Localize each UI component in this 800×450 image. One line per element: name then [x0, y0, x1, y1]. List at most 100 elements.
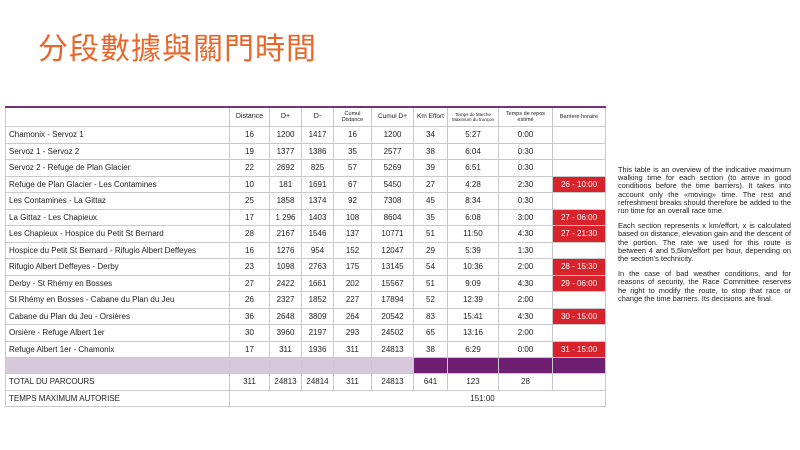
section-name: La Gittaz - Les Chapieux	[5, 208, 230, 226]
distance-cell: 17	[229, 208, 270, 226]
distance-cell: 10	[229, 175, 270, 193]
temps-marche-cell: 9:09	[447, 274, 499, 292]
table-row: La Gittaz - Les Chapieux 17 1 296 1403 108 86…	[5, 208, 606, 226]
table-row: Servoz 2 - Refuge de Plan Glacier 22 2692 8…	[5, 159, 606, 177]
barrier-cell: 31 - 15:00	[552, 340, 606, 358]
section-name: Derby - St Rhémy en Bosses	[5, 274, 230, 292]
total-cumul-distance: 311	[333, 373, 372, 391]
distance-cell: 19	[229, 142, 270, 160]
temps-repos-cell: 3:00	[498, 208, 553, 226]
separator-cell	[269, 357, 302, 374]
section-name: Orsière - Refuge Albert 1er	[5, 324, 230, 342]
header-section	[5, 106, 230, 127]
separator-cell	[413, 357, 448, 374]
section-name: Chamonix - Servoz 1	[5, 126, 230, 144]
temps-marche-cell: 10:36	[447, 258, 499, 276]
cumul-distance-cell: 92	[333, 192, 372, 210]
cumul-dplus-cell: 2577	[371, 142, 414, 160]
section-name: Cabane du Plan du Jeu - Orsières	[5, 307, 230, 325]
barrier-cell: 29 - 06:00	[552, 274, 606, 292]
separator-cell	[447, 357, 499, 374]
barrier-cell: 28 - 15:30	[552, 258, 606, 276]
header-cumul-distance: Cumul Distance	[333, 106, 372, 127]
section-name: Servoz 1 - Servoz 2	[5, 142, 230, 160]
separator-cell	[5, 357, 230, 374]
temps-repos-cell: 4:30	[498, 307, 553, 325]
dminus-cell: 954	[301, 241, 334, 259]
dminus-cell: 825	[301, 159, 334, 177]
cumul-dplus-cell: 1200	[371, 126, 414, 144]
dminus-cell: 1691	[301, 175, 334, 193]
dplus-cell: 181	[269, 175, 302, 193]
dminus-cell: 2763	[301, 258, 334, 276]
section-name: Les Chapieux - Hospice du Petit St Berna…	[5, 225, 230, 243]
distance-cell: 23	[229, 258, 270, 276]
barrier-cell	[552, 142, 606, 160]
cumul-dplus-cell: 12047	[371, 241, 414, 259]
cumul-dplus-cell: 7308	[371, 192, 414, 210]
distance-cell: 16	[229, 126, 270, 144]
table-row: Orsière - Refuge Albert 1er 30 3960 2197 293…	[5, 324, 606, 342]
total-distance: 311	[229, 373, 270, 391]
explanation-paragraph: In the case of bad weather conditions, a…	[618, 269, 791, 303]
cumul-distance-cell: 67	[333, 175, 372, 193]
table-row: Servoz 1 - Servoz 2 19 1377 1386 35 2577 38 6:0…	[5, 142, 606, 160]
explanation-paragraph: Each section represents x km/effort, x i…	[618, 221, 791, 264]
cumul-distance-cell: 175	[333, 258, 372, 276]
cumul-dplus-cell: 24502	[371, 324, 414, 342]
dplus-cell: 1098	[269, 258, 302, 276]
km-effort-cell: 54	[413, 258, 448, 276]
max-time-row: TEMPS MAXIMUM AUTORISE 151:00	[5, 389, 606, 407]
table-row: Derby - St Rhémy en Bosses 27 2422 1661 202 1…	[5, 274, 606, 292]
barrier-cell: 27 - 06:00	[552, 208, 606, 226]
dminus-cell: 1852	[301, 291, 334, 309]
table-row: Hospice du Petit St Bernard - Rifugio Al…	[5, 241, 606, 259]
total-km-effort: 641	[413, 373, 448, 391]
total-temps-marche: 123	[447, 373, 499, 391]
dplus-cell: 1377	[269, 142, 302, 160]
total-row: TOTAL DU PARCOURS 311 24813 24814 311 24…	[5, 373, 606, 391]
temps-marche-cell: 8:34	[447, 192, 499, 210]
km-effort-cell: 83	[413, 307, 448, 325]
cumul-dplus-cell: 15567	[371, 274, 414, 292]
km-effort-cell: 51	[413, 274, 448, 292]
table-row: Refuge Albert 1er - Chamonix 17 311 1936 311…	[5, 340, 606, 358]
distance-cell: 28	[229, 225, 270, 243]
temps-repos-cell: 2:00	[498, 324, 553, 342]
page-title: 分段數據與關門時間	[38, 32, 317, 67]
section-name: St Rhémy en Bosses - Cabane du Plan du J…	[5, 291, 230, 309]
max-time-label: TEMPS MAXIMUM AUTORISE	[5, 389, 230, 407]
cumul-dplus-cell: 13145	[371, 258, 414, 276]
explanation-text: This table is an overview of the indicat…	[618, 165, 791, 310]
explanation-paragraph: This table is an overview of the indicat…	[618, 165, 791, 216]
dminus-cell: 1417	[301, 126, 334, 144]
separator-row	[5, 357, 606, 374]
distance-cell: 25	[229, 192, 270, 210]
cumul-distance-cell: 16	[333, 126, 372, 144]
km-effort-cell: 52	[413, 291, 448, 309]
temps-marche-cell: 15:41	[447, 307, 499, 325]
km-effort-cell: 34	[413, 126, 448, 144]
km-effort-cell: 45	[413, 192, 448, 210]
cumul-distance-cell: 227	[333, 291, 372, 309]
temps-repos-cell: 4:30	[498, 225, 553, 243]
separator-cell	[229, 357, 270, 374]
temps-marche-cell: 13:16	[447, 324, 499, 342]
cumul-dplus-cell: 5269	[371, 159, 414, 177]
header-cumul-dplus: Cumul D+	[371, 106, 414, 127]
total-barrier	[552, 373, 606, 391]
dminus-cell: 1403	[301, 208, 334, 226]
table-row: Refuge de Plan Glacier - Les Contamines 1…	[5, 175, 606, 193]
separator-cell	[301, 357, 334, 374]
cumul-distance-cell: 137	[333, 225, 372, 243]
dplus-cell: 311	[269, 340, 302, 358]
temps-repos-cell: 0:00	[498, 340, 553, 358]
km-effort-cell: 29	[413, 241, 448, 259]
distance-cell: 27	[229, 274, 270, 292]
temps-marche-cell: 12:39	[447, 291, 499, 309]
temps-repos-cell: 2:00	[498, 291, 553, 309]
barrier-cell	[552, 324, 606, 342]
dplus-cell: 1858	[269, 192, 302, 210]
cumul-dplus-cell: 20542	[371, 307, 414, 325]
dminus-cell: 1374	[301, 192, 334, 210]
